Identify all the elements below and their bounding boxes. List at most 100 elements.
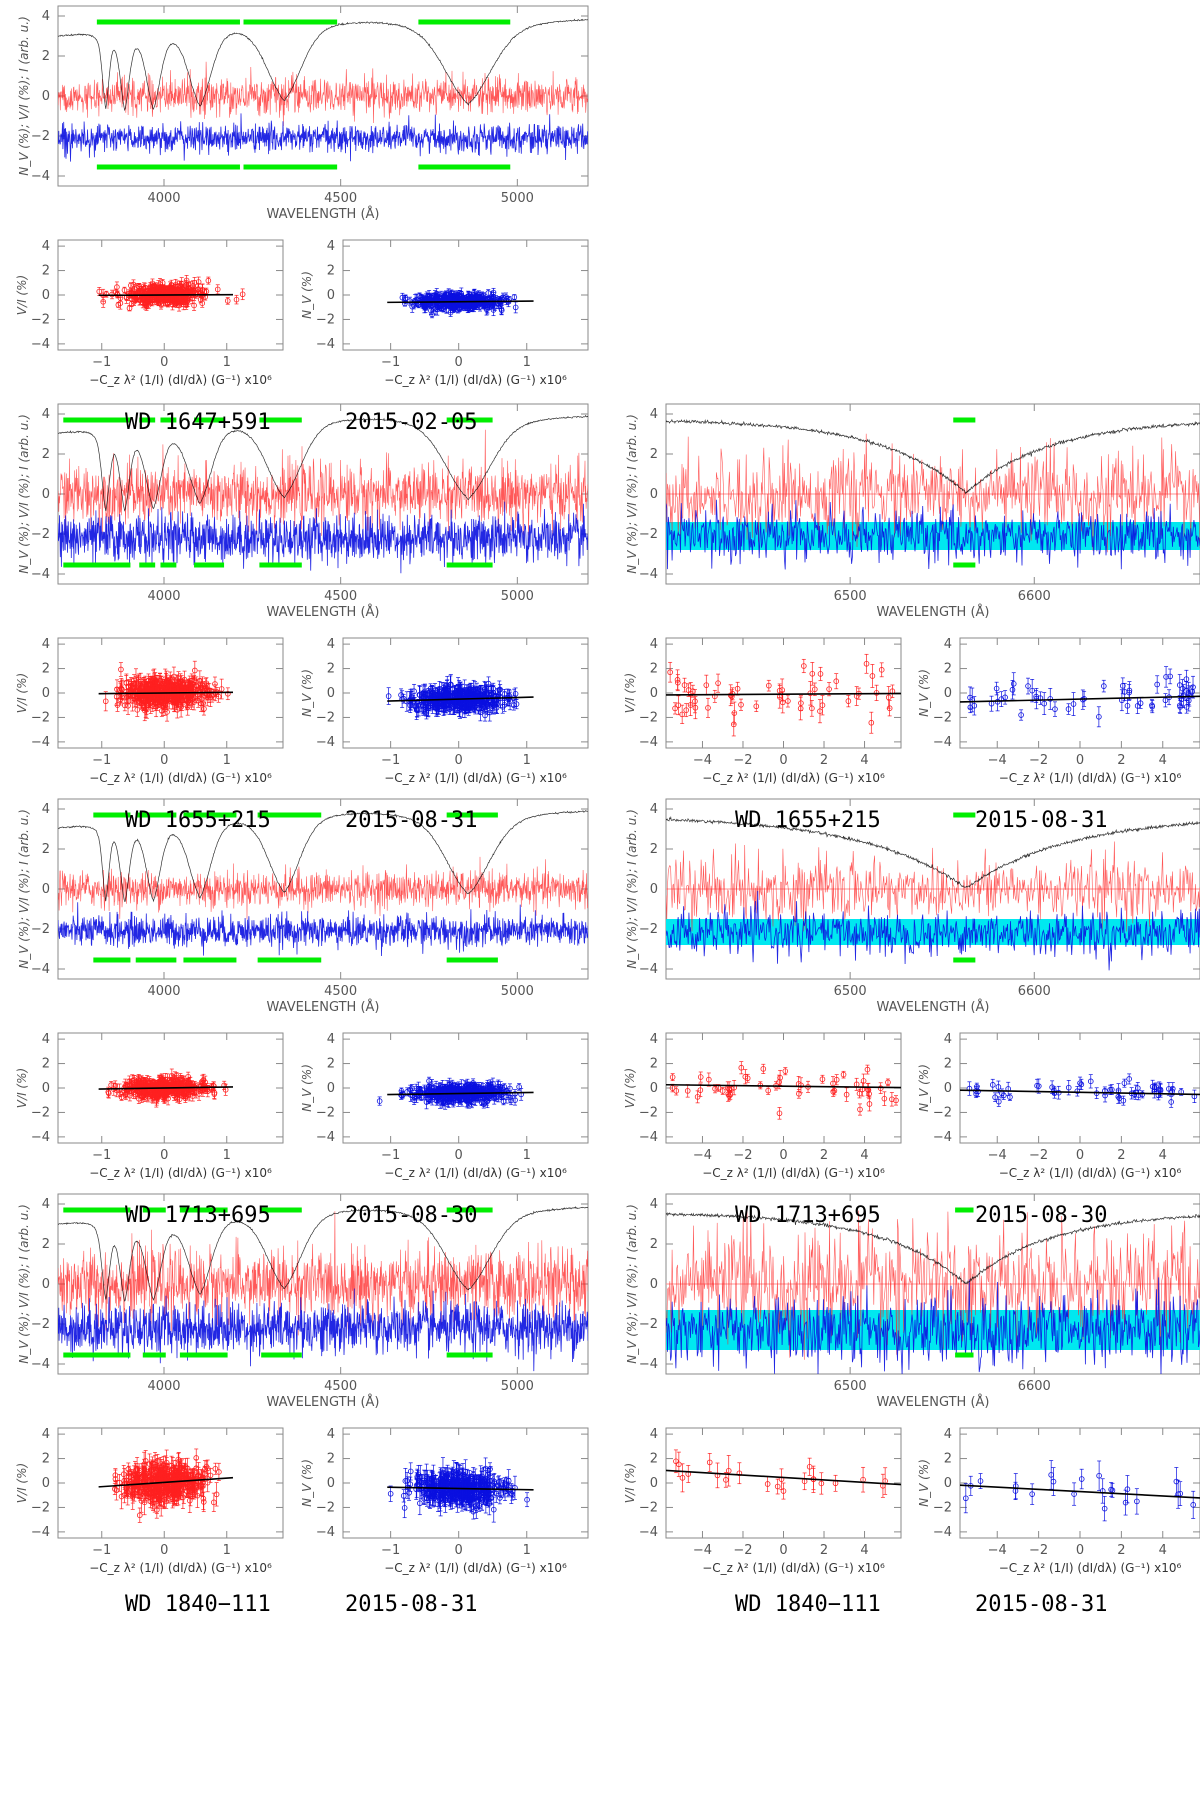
v-data-point (143, 298, 150, 311)
v-y-label: V/I (%) (15, 275, 29, 315)
marker (449, 294, 455, 301)
x-tick-label: 4000 (147, 589, 180, 604)
marker (411, 302, 417, 309)
marker (102, 698, 109, 705)
x-tick-label: −1 (92, 753, 111, 768)
marker (466, 292, 472, 299)
x-tick-label: 5000 (501, 589, 534, 604)
null-data-point (512, 301, 519, 314)
marker (115, 302, 122, 308)
x-tick-label: −1 (92, 355, 111, 370)
v-data-point (214, 284, 221, 295)
marker (457, 302, 463, 309)
null-data-point (511, 294, 518, 301)
marker (156, 291, 162, 297)
marker (178, 283, 184, 290)
marker (161, 297, 167, 304)
marker (165, 288, 172, 295)
x-tick-label: 4500 (324, 191, 357, 206)
y-tick-label: −4 (31, 337, 50, 352)
correlation-x-label: −C_z λ² (1/I) (dI/dλ) (G⁻¹) x10⁶ (384, 373, 567, 387)
marker (511, 294, 518, 300)
marker (205, 277, 212, 284)
marker (174, 298, 181, 305)
marker (402, 295, 409, 301)
v-data-point (174, 280, 181, 293)
x-tick-label: 1 (223, 355, 231, 370)
marker (184, 295, 190, 302)
y-tick-label: 0 (42, 686, 50, 701)
marker (224, 298, 231, 304)
x-tick-label: −1 (381, 355, 400, 370)
blue-v-correlation-points (96, 275, 246, 312)
x-tick-label: 4000 (147, 191, 180, 206)
v-data-point (114, 281, 120, 293)
marker (103, 291, 110, 298)
marker (158, 301, 164, 308)
stokes-v-series (58, 429, 588, 540)
y-tick-label: −4 (31, 735, 50, 750)
marker (438, 305, 445, 312)
marker (174, 283, 181, 290)
marker (183, 283, 190, 290)
y-tick-label: −4 (31, 567, 50, 582)
x-tick-label: 4500 (324, 589, 357, 604)
marker (199, 287, 206, 293)
v-data-point (168, 279, 175, 291)
v-data-point (224, 297, 231, 305)
v-data-point (128, 300, 135, 307)
marker (159, 288, 165, 294)
y-tick-label: 4 (42, 407, 50, 422)
marker (164, 709, 170, 715)
marker (201, 706, 207, 712)
blue-spectrum-data (58, 414, 588, 574)
y-tick-label: −2 (316, 312, 335, 327)
spectrum-y-label: N_V (%); V/I (%); I (arb. u.) (17, 16, 31, 176)
x-tick-label: 5000 (501, 191, 534, 206)
v-data-point (225, 687, 231, 701)
marker (199, 300, 206, 306)
marker (166, 296, 173, 303)
marker (438, 293, 444, 299)
blue-spectrum-ticks: 4000 4500 5000 −4 −2 0 2 4 (31, 6, 588, 206)
marker (141, 285, 147, 292)
v-data-point (102, 691, 109, 712)
blue-spectrum-ticks: 4000 4500 5000 −4 −2 0 2 4 (31, 404, 588, 604)
marker (131, 295, 137, 302)
marker (121, 287, 128, 293)
correlation-x-label: −C_z λ² (1/I) (dI/dλ) (G⁻¹) x10⁶ (89, 373, 272, 387)
x-tick-label: 0 (160, 753, 168, 768)
v-data-point (118, 662, 124, 677)
marker (143, 289, 149, 295)
y-tick-label: 4 (327, 239, 335, 254)
v-data-point (239, 288, 246, 301)
y-tick-label: 2 (42, 447, 50, 462)
y-tick-label: 0 (327, 288, 335, 303)
null-data-point (433, 295, 439, 306)
v-data-point (114, 698, 121, 712)
marker (239, 291, 246, 298)
marker (118, 666, 124, 673)
marker (185, 295, 192, 302)
marker (225, 690, 231, 697)
intensity-series (58, 414, 588, 512)
y-tick-label: −2 (31, 312, 50, 327)
y-tick-label: −2 (31, 527, 50, 542)
observation-block: 4000 4500 5000 −4 −2 0 2 4 WAVELENGTH (Å) N_V (%)… (15, 403, 1200, 785)
v-data-point (191, 300, 197, 311)
v-data-point (183, 281, 190, 292)
y-tick-label: 0 (42, 288, 50, 303)
v-data-point (126, 305, 133, 312)
marker (485, 290, 492, 296)
x-tick-label: 0 (160, 355, 168, 370)
marker (96, 288, 103, 295)
marker (175, 293, 181, 299)
v-data-point (180, 298, 187, 311)
v-data-point (115, 301, 122, 308)
null-data-point (466, 291, 472, 301)
blue-v-correlation-ticks: −1 0 1 −4 −2 0 2 4 (31, 239, 283, 370)
marker (447, 309, 454, 316)
null-series (58, 113, 588, 162)
marker (122, 702, 128, 709)
marker (233, 296, 240, 303)
